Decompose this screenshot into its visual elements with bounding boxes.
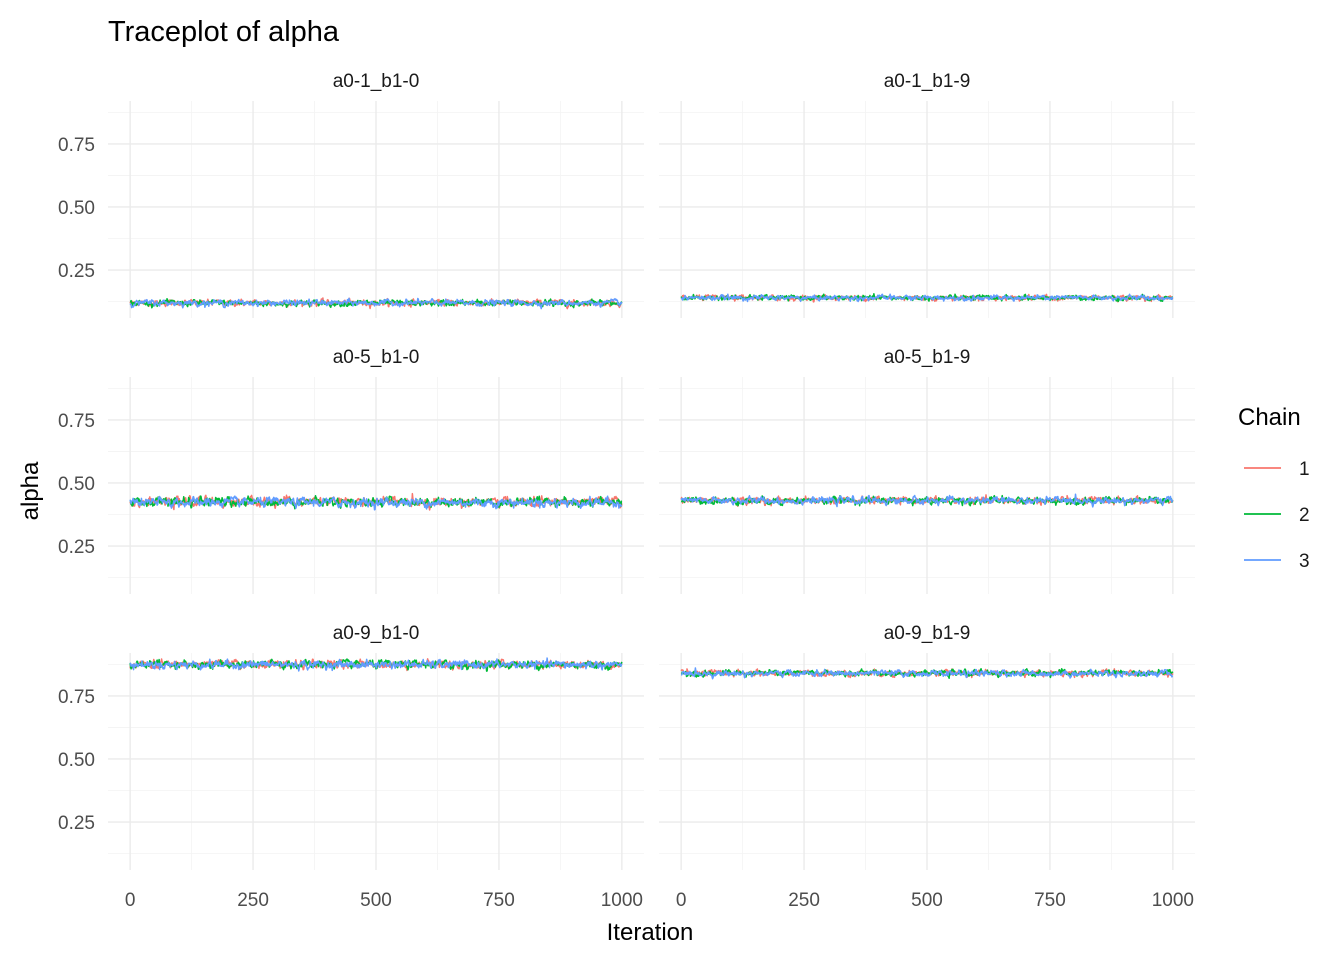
x-tick-label: 0	[676, 890, 687, 911]
x-tick-label: 1000	[601, 890, 643, 911]
trace-chain-3	[129, 297, 623, 310]
trace-chain-3	[680, 493, 1174, 508]
chart-title: Traceplot of alpha	[108, 16, 340, 48]
legend-item-chain-2: 2	[1244, 505, 1310, 526]
y-tick-label: 0.75	[58, 687, 95, 708]
y-tick-label: 0.25	[58, 813, 95, 834]
x-tick-label: 250	[788, 890, 820, 911]
x-tick-label: 500	[911, 890, 943, 911]
panel-strip-label: a0-5_b1-9	[884, 347, 971, 368]
panel-a0-9_b1-9: a0-9_b1-9	[659, 623, 1195, 870]
panel-a0-9_b1-0: a0-9_b1-0	[108, 623, 644, 870]
y-axis-title: alpha	[17, 461, 44, 520]
y-tick-label: 0.50	[58, 750, 95, 771]
y-tick-label: 0.25	[58, 261, 95, 282]
panel-strip-label: a0-9_b1-0	[333, 623, 420, 644]
y-tick-label: 0.75	[58, 135, 95, 156]
legend-label: 1	[1299, 459, 1310, 480]
x-tick-label: 250	[237, 890, 269, 911]
legend: Chain 1 2 3	[1238, 404, 1310, 572]
legend-label: 2	[1299, 505, 1310, 526]
legend-item-chain-3: 3	[1244, 551, 1310, 572]
panel-strip-label: a0-1_b1-9	[884, 71, 971, 92]
x-tick-label: 750	[1034, 890, 1066, 911]
panel-strip-label: a0-1_b1-0	[333, 71, 420, 92]
y-tick-label: 0.25	[58, 537, 95, 558]
panel-strip-label: a0-5_b1-0	[333, 347, 420, 368]
y-tick-labels: 0.25 0.50 0.75 0.25 0.50 0.75 0.25 0.50 0.75	[58, 135, 95, 834]
trace-chain-3	[129, 657, 623, 672]
panel-a0-1_b1-9: a0-1_b1-9	[659, 71, 1195, 318]
y-tick-label: 0.75	[58, 411, 95, 432]
x-tick-label: 500	[360, 890, 392, 911]
x-tick-label: 0	[125, 890, 136, 911]
facet-panels: a0-1_b1-0 a0-1_b1-9 a0-5_b1-0 a0-5_b1-9 a0-9…	[108, 71, 1195, 870]
x-tick-label: 1000	[1152, 890, 1194, 911]
legend-item-chain-1: 1	[1244, 459, 1310, 480]
trace-chain-3	[680, 293, 1174, 303]
legend-label: 3	[1299, 551, 1310, 572]
trace-chain-3	[129, 495, 623, 511]
x-axis-title: Iteration	[607, 919, 694, 946]
trace-chain-3	[680, 667, 1174, 680]
x-tick-label: 750	[483, 890, 515, 911]
y-tick-label: 0.50	[58, 474, 95, 495]
panel-strip-label: a0-9_b1-9	[884, 623, 971, 644]
legend-title: Chain	[1238, 404, 1301, 431]
panel-a0-5_b1-9: a0-5_b1-9	[659, 347, 1195, 594]
panel-a0-5_b1-0: a0-5_b1-0	[108, 347, 644, 594]
x-tick-labels: 0 250 500 750 1000 0 250 500 750 1000	[125, 890, 1194, 911]
y-tick-label: 0.50	[58, 198, 95, 219]
panel-a0-1_b1-0: a0-1_b1-0	[108, 71, 644, 318]
